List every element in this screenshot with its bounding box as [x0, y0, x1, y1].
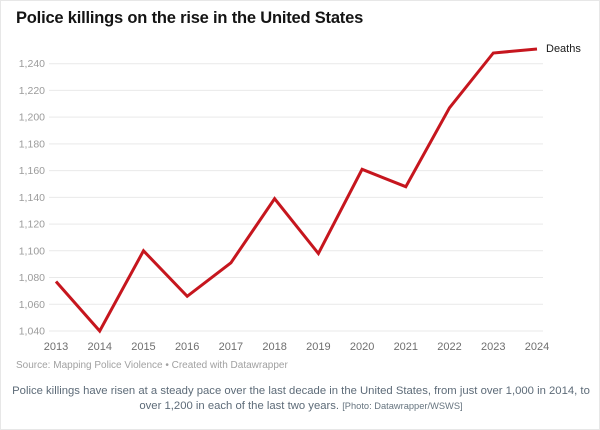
caption-text: Police killings have risen at a steady p…	[12, 385, 590, 412]
caption: Police killings have risen at a steady p…	[11, 384, 591, 414]
x-axis-tick-label: 2023	[481, 341, 505, 353]
chart-title: Police killings on the rise in the Unite…	[16, 9, 364, 27]
y-axis-tick-label: 1,180	[19, 138, 45, 150]
x-axis-tick-label: 2013	[44, 341, 68, 353]
photo-credit: [Photo: Datawrapper/WSWS]	[342, 401, 463, 411]
y-axis-tick-label: 1,240	[19, 58, 45, 70]
x-axis-tick-label: 2024	[525, 341, 549, 353]
y-axis-tick-label: 1,040	[19, 326, 45, 338]
x-axis-tick-label: 2014	[87, 341, 111, 353]
x-axis-tick-label: 2019	[306, 341, 330, 353]
y-axis-tick-label: 1,100	[19, 245, 45, 257]
x-axis-tick-label: 2017	[219, 341, 243, 353]
line-chart-canvas: 1,040 1,060 1,080 1,100 1,120 1,140 1,160 1,180…	[19, 47, 549, 353]
y-axis-tick-label: 1,220	[19, 85, 45, 97]
y-axis-tick-label: 1,120	[19, 219, 45, 231]
x-axis-tick-label: 2018	[262, 341, 286, 353]
deaths-line-series	[54, 47, 538, 334]
y-axis-tick-label: 1,080	[19, 272, 45, 284]
x-axis-tick-label: 2022	[437, 341, 461, 353]
line-chart: 1,040 1,060 1,080 1,100 1,120 1,140 1,160 1,180…	[1, 1, 599, 361]
series-label-deaths: Deaths	[546, 43, 581, 55]
x-axis-tick-label: 2015	[131, 341, 155, 353]
y-axis-tick-label: 1,160	[19, 165, 45, 177]
y-axis-tick-label: 1,140	[19, 192, 45, 204]
y-axis-tick-label: 1,200	[19, 112, 45, 124]
source-attribution: Source: Mapping Police Violence • Create…	[16, 360, 288, 371]
y-axis-tick-label: 1,060	[19, 299, 45, 311]
x-axis-tick-label: 2021	[394, 341, 418, 353]
x-axis-tick-label: 2020	[350, 341, 374, 353]
x-axis-tick-label: 2016	[175, 341, 199, 353]
